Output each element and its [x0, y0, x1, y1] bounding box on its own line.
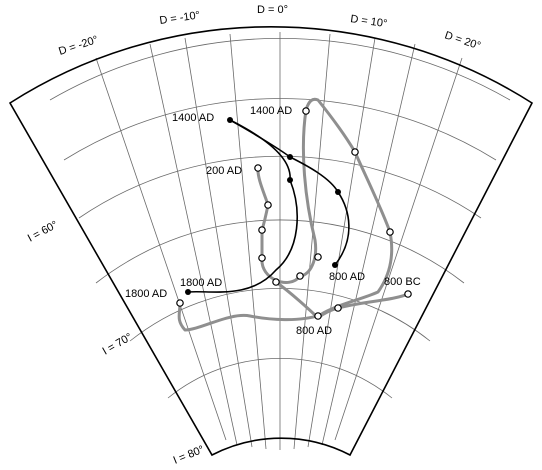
inclination-label: I = 60°	[26, 219, 60, 245]
gray-label-mid-a: 800 AD	[296, 325, 332, 337]
gray-curve-line-c	[274, 280, 410, 320]
gray-point	[386, 228, 394, 236]
meridian-minus-15	[149, 43, 238, 446]
black-point	[335, 189, 341, 195]
meridian-10	[307, 37, 376, 448]
black-point	[287, 177, 293, 183]
declination-grid	[95, 32, 463, 450]
inclination-labels: I = 60° I = 70° I = 80°	[26, 219, 206, 467]
gray-label-start-a: 1400 AD	[250, 105, 292, 117]
gray-label-end: 1800 AD	[125, 288, 167, 300]
gray-label-start-b: 200 AD	[206, 165, 242, 177]
gray-point	[334, 304, 342, 312]
black-point	[332, 262, 338, 268]
gray-point	[272, 278, 280, 286]
gray-point	[176, 299, 184, 307]
black-curve	[185, 117, 350, 295]
gray-point	[296, 272, 304, 280]
gray-point	[351, 148, 359, 156]
meridian-15	[321, 43, 416, 446]
gray-point	[264, 201, 272, 209]
gray-point	[314, 312, 322, 320]
gray-point	[314, 253, 322, 261]
meridian-minus-20	[95, 57, 227, 441]
gray-point	[258, 254, 266, 262]
black-label-start: 1400 AD	[172, 112, 214, 124]
inclination-label: I = 80°	[172, 444, 206, 467]
declination-label: D = 20°	[443, 29, 482, 52]
black-point	[287, 154, 293, 160]
black-point	[227, 117, 233, 123]
curve-annotations: 1400 AD 200 AD 1800 AD 800 AD 800 BC 140…	[125, 105, 421, 337]
black-label-end: 1800 AD	[180, 277, 222, 289]
declination-label: D = 0°	[257, 4, 288, 16]
gray-point	[404, 290, 412, 298]
gray-point	[258, 226, 266, 234]
gray-label-mid-b: 800 BC	[384, 276, 421, 288]
declination-label: D = -20°	[57, 34, 99, 58]
meridian-minus-5	[229, 33, 267, 450]
meridian-20	[334, 57, 463, 441]
declination-label: D = 10°	[350, 13, 388, 30]
meridian-minus-10	[184, 37, 253, 448]
sector-frame	[8, 26, 534, 457]
gray-curve	[176, 97, 412, 332]
gray-point	[302, 107, 310, 115]
inclination-label: I = 70°	[101, 331, 135, 358]
meridian-5	[293, 33, 331, 450]
black-point	[185, 289, 191, 295]
gray-curve-line-a	[177, 97, 394, 332]
black-curve-line-b	[187, 119, 298, 293]
declination-label: D = -10°	[159, 9, 201, 27]
black-label-mid: 800 AD	[329, 271, 365, 283]
gray-point	[254, 164, 262, 172]
